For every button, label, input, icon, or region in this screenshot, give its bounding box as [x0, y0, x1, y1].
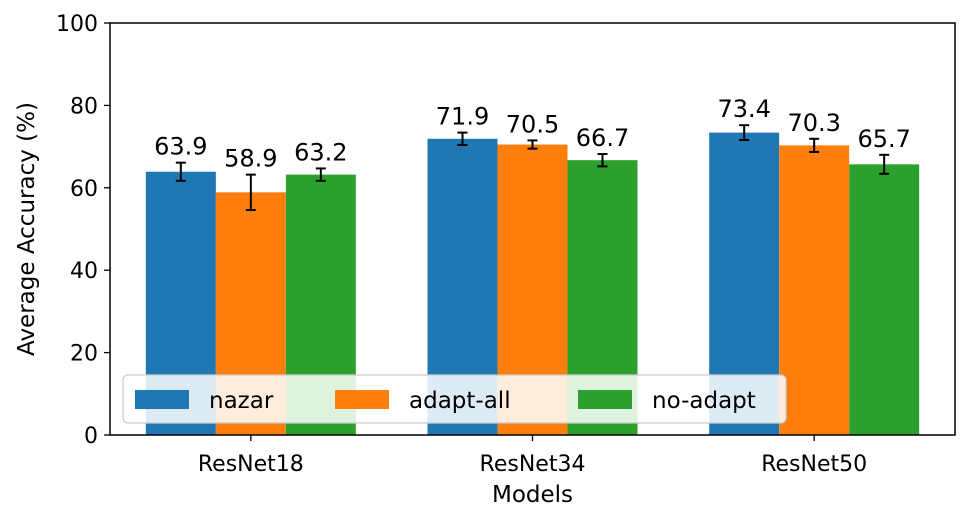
- legend-swatch: [335, 390, 389, 409]
- y-tick-label: 20: [70, 342, 98, 367]
- x-axis-title: Models: [492, 482, 573, 508]
- x-tick-label: ResNet34: [480, 452, 586, 477]
- error-bar: [809, 137, 820, 153]
- x-tick-label: ResNet18: [198, 452, 304, 477]
- y-tick-label: 80: [70, 94, 98, 119]
- data-label: 70.3: [787, 109, 840, 137]
- y-tick-label: 60: [70, 177, 98, 202]
- legend-swatch: [135, 390, 189, 409]
- data-label: 71.9: [436, 103, 489, 131]
- data-label: 73.4: [717, 95, 770, 123]
- legend-label: nazar: [209, 388, 274, 414]
- data-label: 65.7: [857, 125, 910, 153]
- error-bar: [739, 124, 750, 142]
- error-bar: [245, 173, 256, 212]
- legend-item-adapt-all: adapt-all: [335, 388, 511, 414]
- legend-label: adapt-all: [409, 388, 511, 414]
- data-label: 63.2: [294, 138, 347, 166]
- error-bars-layer: [175, 124, 890, 212]
- y-axis-ticks: 0 20 40 60 80 100: [56, 12, 110, 449]
- error-bar: [527, 139, 538, 150]
- legend-item-no-adapt: no-adapt: [578, 388, 756, 414]
- data-label: 70.5: [506, 110, 559, 138]
- y-axis-title: Average Accuracy (%): [14, 102, 40, 356]
- legend: nazar adapt-all no-adapt: [122, 374, 787, 424]
- x-tick-label: ResNet50: [761, 452, 867, 477]
- error-bar: [315, 167, 326, 182]
- legend-item-nazar: nazar: [135, 388, 274, 414]
- data-label: 58.9: [224, 145, 277, 173]
- bar-adapt-all-ResNet50: [779, 145, 850, 435]
- y-tick-label: 0: [84, 424, 98, 449]
- y-tick-label: 100: [56, 12, 98, 37]
- data-label: 66.7: [576, 124, 629, 152]
- legend-label: no-adapt: [652, 388, 756, 414]
- x-axis-ticks: ResNet18 ResNet34 ResNet50: [198, 435, 867, 477]
- error-bar: [879, 153, 890, 175]
- legend-box: [122, 374, 787, 424]
- bar-no-adapt-ResNet50: [849, 164, 920, 436]
- data-labels-layer: 63.9 58.9 63.2 71.9 70.5 66.7 73.4 70.3 65.7: [154, 95, 911, 172]
- error-bar: [597, 153, 608, 168]
- error-bar: [457, 131, 468, 146]
- data-label: 63.9: [154, 133, 207, 161]
- y-tick-label: 40: [70, 259, 98, 284]
- error-bar: [175, 161, 186, 182]
- legend-swatch: [578, 390, 632, 409]
